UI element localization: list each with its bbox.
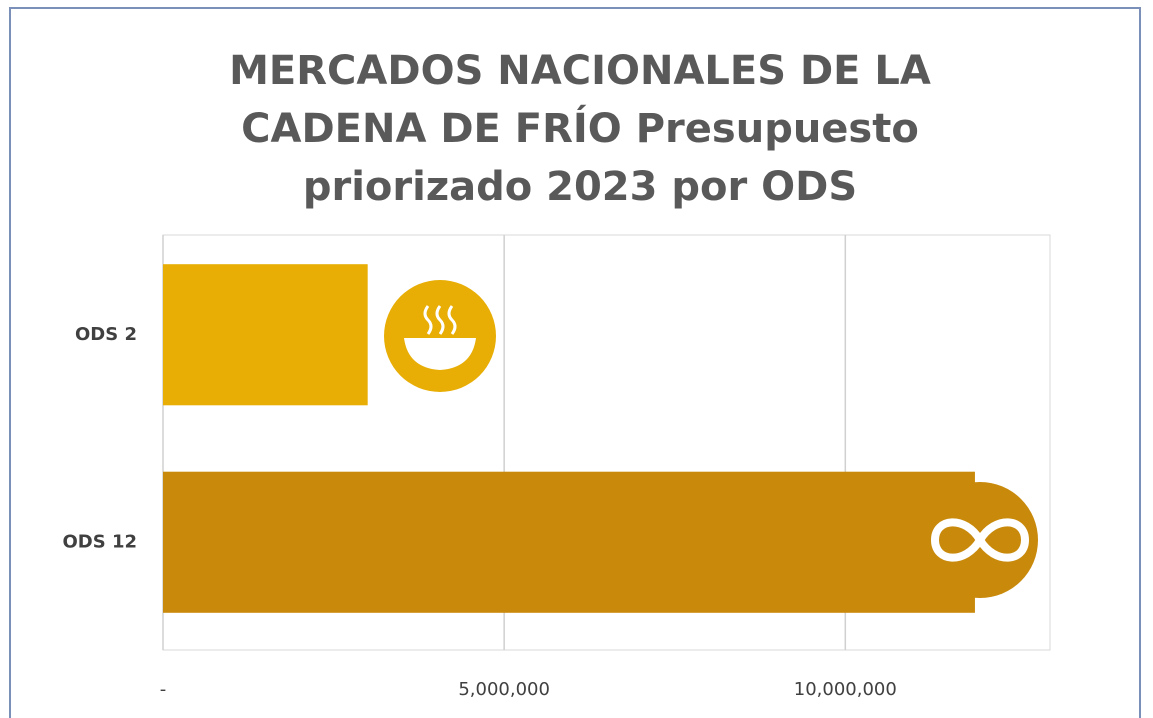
bowl bbox=[404, 338, 476, 370]
infinity bbox=[930, 518, 1030, 562]
icon-ods2 bbox=[384, 280, 496, 392]
y-tick-label: ODS 2 bbox=[75, 324, 137, 345]
marks: - 5,000,000 10,000,000 ODS 2 ODS 12 bbox=[62, 235, 975, 700]
chart-title: MERCADOS NACIONALES DE LA CADENA DE FRÍO… bbox=[229, 48, 931, 210]
icons bbox=[384, 280, 1038, 598]
steam bbox=[423, 305, 457, 335]
frame bbox=[9, 7, 1141, 718]
x-tick-label: 5,000,000 bbox=[458, 679, 550, 700]
y-tick-label: ODS 12 bbox=[62, 531, 137, 552]
x-tick-label: 10,000,000 bbox=[794, 679, 897, 700]
x-tick-label: - bbox=[160, 679, 167, 700]
bar bbox=[163, 264, 368, 406]
bar bbox=[163, 471, 975, 613]
